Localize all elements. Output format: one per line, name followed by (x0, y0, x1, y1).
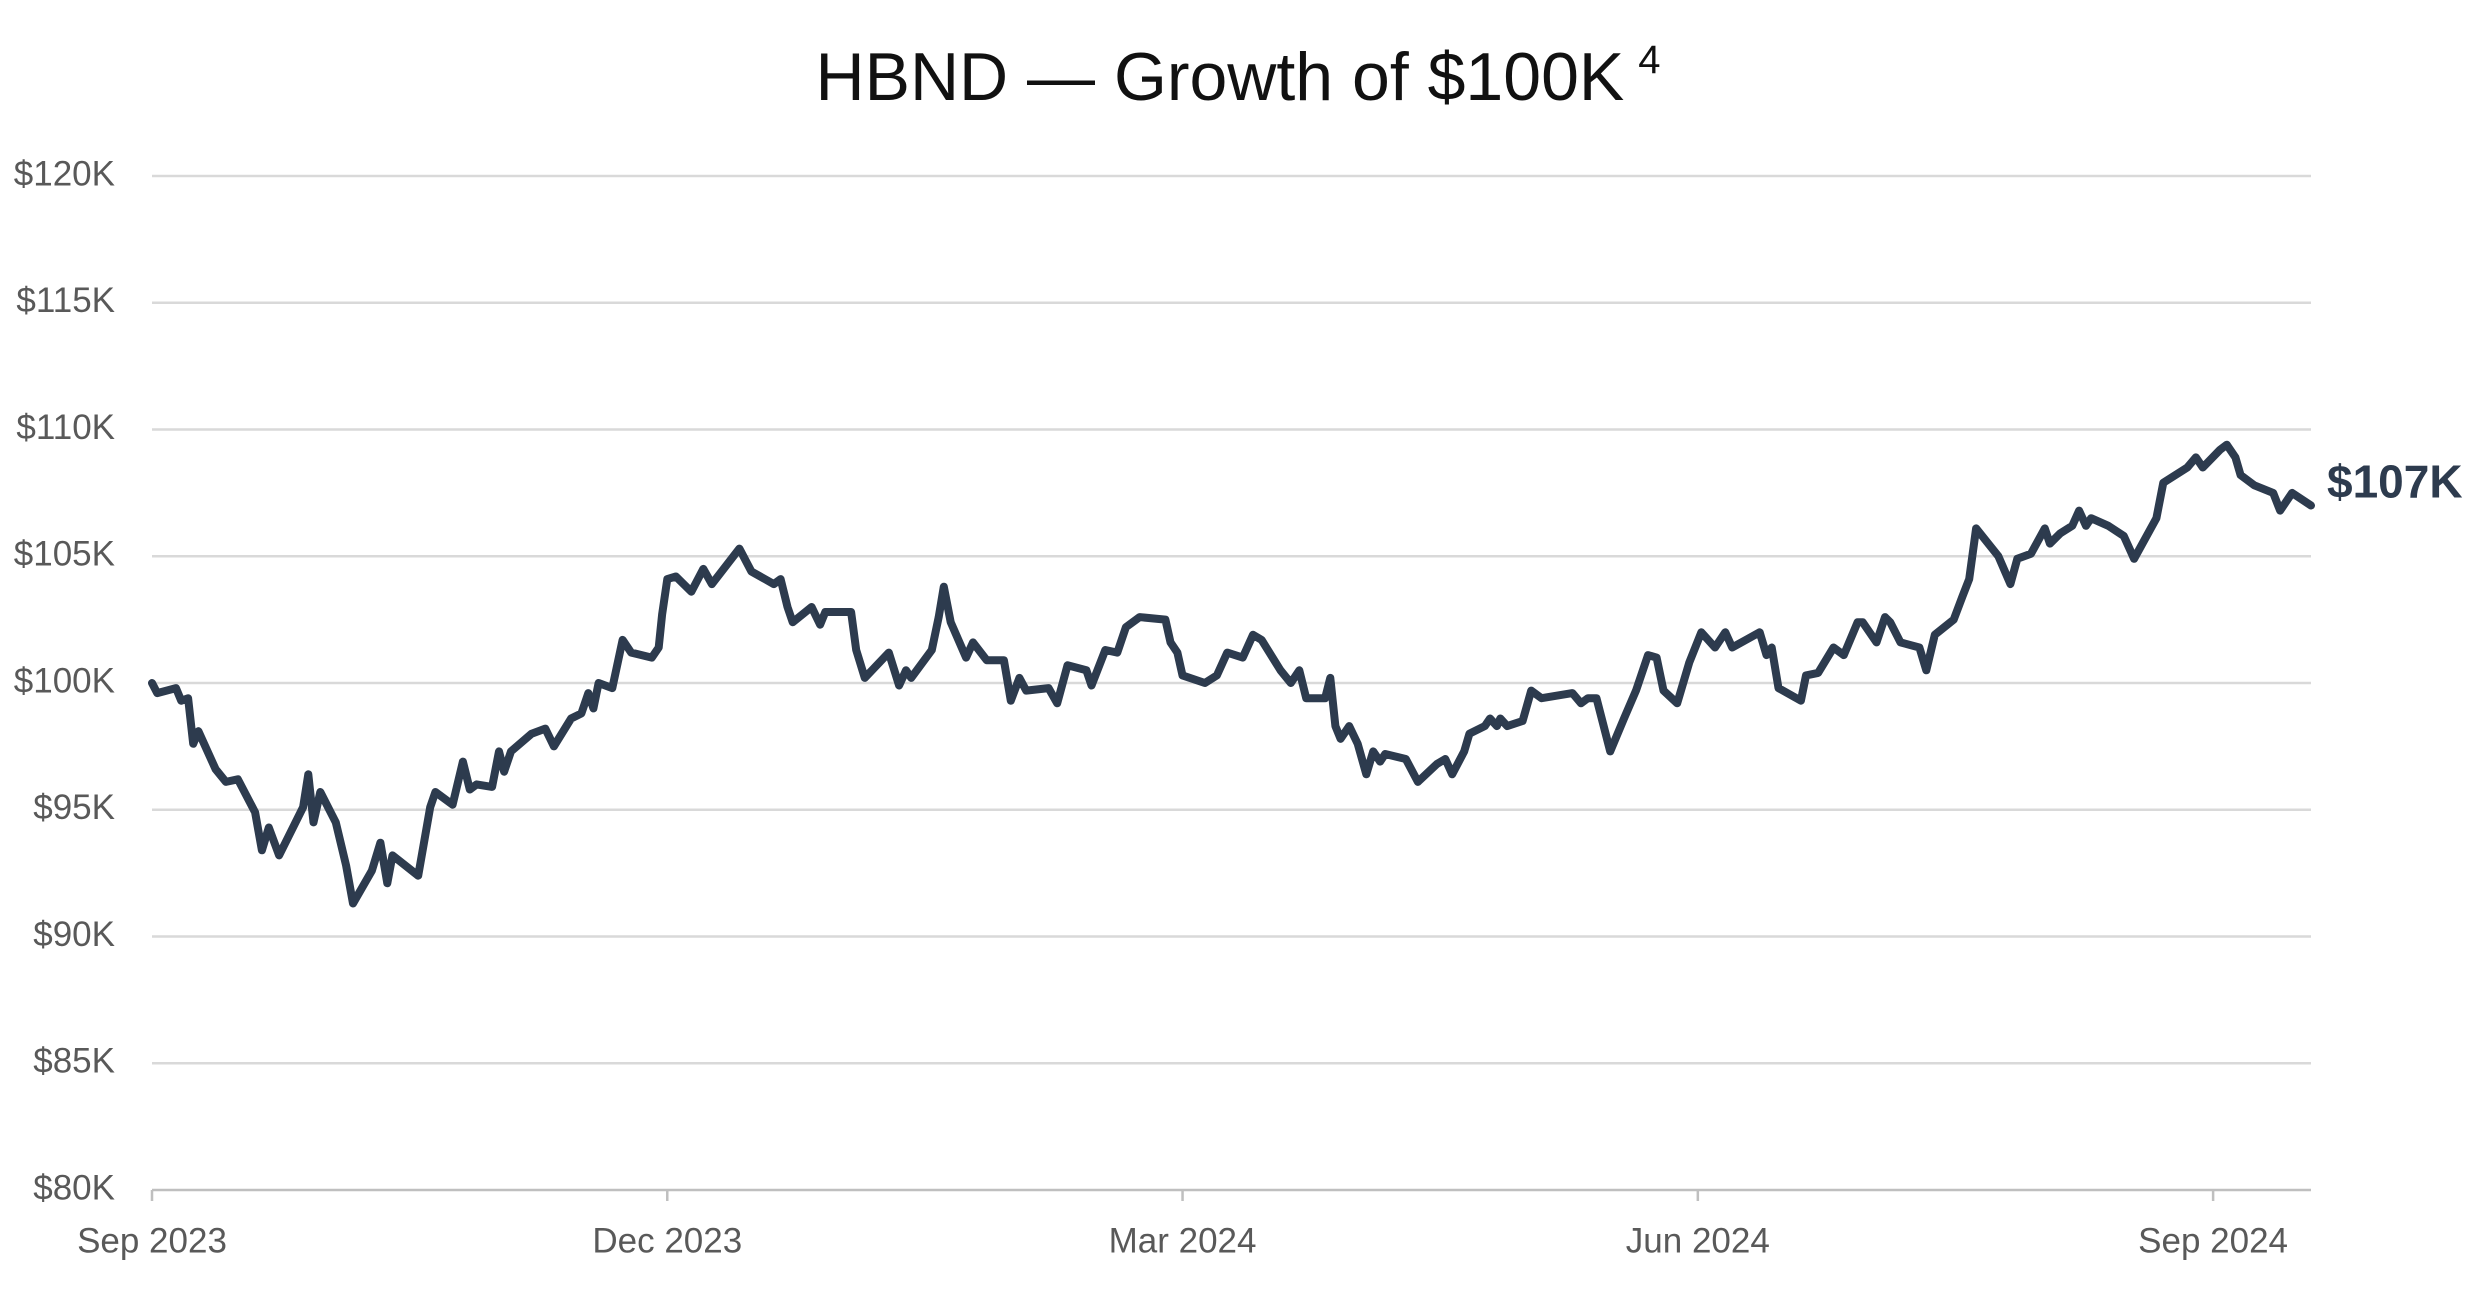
y-tick-label: $105K (14, 535, 115, 574)
x-tick-label: Jun 2024 (1626, 1221, 1770, 1260)
title-text: HBND — Growth of $100K (815, 39, 1624, 115)
end-value-label: $107K (2327, 456, 2463, 508)
y-tick-label: $80K (33, 1168, 115, 1207)
y-tick-label: $90K (33, 915, 115, 954)
y-tick-label: $120K (14, 154, 115, 193)
y-tick-label: $95K (33, 788, 115, 827)
y-tick-label: $85K (33, 1042, 115, 1081)
x-tick-label: Mar 2024 (1109, 1221, 1257, 1260)
x-tick-label: Sep 2024 (2138, 1221, 2288, 1260)
y-tick-label: $110K (16, 408, 115, 447)
y-tick-label: $100K (14, 661, 115, 700)
x-tick-label: Sep 2023 (77, 1221, 227, 1260)
line-series (148, 440, 2315, 908)
title-superscript: 4 (1638, 38, 1660, 82)
x-tick-label: Dec 2023 (592, 1221, 742, 1260)
y-tick-label: $115K (16, 281, 115, 320)
chart-title: HBND — Growth of $100K 4 (815, 38, 1660, 115)
